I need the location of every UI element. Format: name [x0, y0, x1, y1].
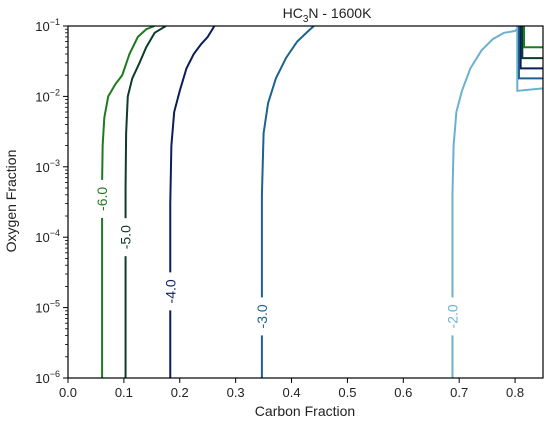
- x-tick-label: 0.6: [394, 385, 412, 400]
- y-tick-label: 10−3: [35, 158, 60, 175]
- y-tick-base: 10: [35, 19, 49, 34]
- corner-contour-3: [521, 26, 543, 60]
- title-main: HC: [283, 5, 303, 21]
- y-tick-exponent: −5: [50, 299, 60, 309]
- contour-line-0: [101, 26, 155, 378]
- y-axis-label: Oxygen Fraction: [3, 150, 19, 253]
- x-tick-label: 0.8: [506, 385, 524, 400]
- contour-line-2: [169, 26, 216, 378]
- y-tick-label: 10−5: [35, 299, 60, 316]
- corner-contour-4: [523, 26, 543, 49]
- x-tick-label: 0.1: [115, 385, 133, 400]
- contour-label-0: -6.0: [94, 187, 110, 211]
- contour-label-1: -5.0: [118, 225, 134, 249]
- x-tick-label: 0.7: [450, 385, 468, 400]
- contour-label-bg-4: [443, 297, 462, 336]
- y-tick-exponent: −2: [50, 87, 60, 97]
- contour-label-4: -2.0: [444, 304, 460, 328]
- x-tick-label: 0.0: [59, 385, 77, 400]
- corner-contour-0: [516, 26, 543, 92]
- chart-title: HC3N - 1600K: [283, 5, 372, 25]
- y-tick-base: 10: [35, 89, 49, 104]
- contour-label-bg-1: [116, 218, 135, 257]
- y-tick-exponent: −3: [50, 158, 60, 168]
- corner-contour-2: [519, 26, 543, 70]
- y-tick-exponent: −4: [50, 228, 60, 238]
- x-axis-label: Carbon Fraction: [255, 403, 355, 419]
- x-tick-label: 0.2: [171, 385, 189, 400]
- contour-line-4: [451, 28, 518, 378]
- contour-label-2: -4.0: [162, 279, 178, 303]
- x-tick-label: 0.3: [227, 385, 245, 400]
- title-rest: N - 1600K: [308, 5, 372, 21]
- y-tick-label: 10−6: [35, 369, 60, 386]
- y-tick-base: 10: [35, 371, 49, 386]
- y-tick-base: 10: [35, 301, 49, 316]
- y-tick-base: 10: [35, 230, 49, 245]
- y-tick-label: 10−2: [35, 87, 60, 104]
- plot-frame: [67, 25, 544, 379]
- contour-line-3: [260, 26, 315, 378]
- contour-label-bg-2: [161, 272, 180, 311]
- plot-area: -6.0 -5.0 -4.0 -3.0 -2.0: [93, 26, 543, 378]
- contour-line-1: [124, 26, 167, 378]
- y-tick-label: 10−4: [35, 228, 60, 245]
- y-tick-base: 10: [35, 160, 49, 175]
- y-tick-exponent: −1: [50, 17, 60, 27]
- x-tick-label: 0.4: [282, 385, 300, 400]
- x-tick-label: 0.5: [338, 385, 356, 400]
- contour-label-3: -3.0: [254, 304, 270, 328]
- y-tick-label: 10−1: [35, 17, 60, 34]
- axes: 0.0 0.1 0.2 0.3 0.4 0.5 0.6 0.7 0.810−610−510−41…: [35, 17, 544, 400]
- title-subscript: 3: [303, 14, 309, 25]
- corner-contour-1: [517, 26, 543, 80]
- contour-label-bg-3: [252, 297, 271, 336]
- y-tick-exponent: −6: [50, 369, 60, 379]
- contour-label-bg-0: [93, 179, 112, 218]
